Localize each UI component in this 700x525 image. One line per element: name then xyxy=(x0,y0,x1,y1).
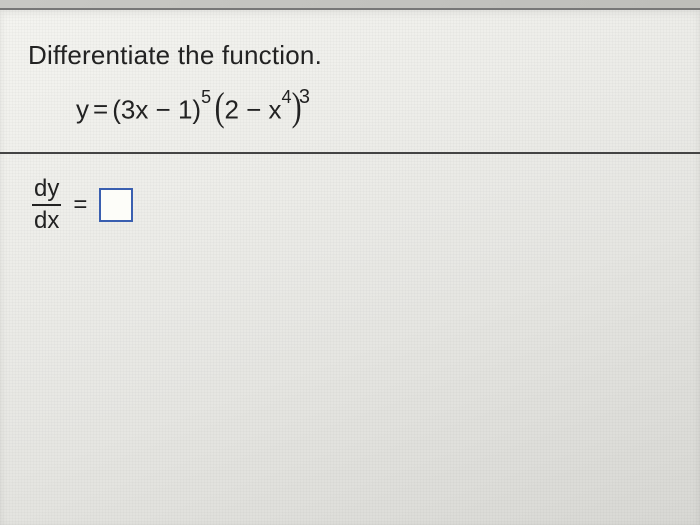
prompt-text: Differentiate the function. xyxy=(28,40,672,71)
equation: y = (3x − 1)5 (2 − x4)3 xyxy=(28,93,672,126)
answer-equals: = xyxy=(73,191,87,219)
content-area: Differentiate the function. y = (3x − 1)… xyxy=(0,10,700,264)
equation-lhs: y xyxy=(76,94,89,125)
factor2-inner-exp: 4 xyxy=(282,87,292,107)
factor1-close: ) xyxy=(192,95,201,125)
factor2: (2 − x4)3 xyxy=(215,93,310,126)
equation-equals: = xyxy=(93,94,108,125)
problem-panel: Differentiate the function. y = (3x − 1)… xyxy=(0,8,700,525)
factor1-inner: 3x − 1 xyxy=(121,95,193,125)
factor2-exp: 3 xyxy=(299,86,310,108)
factor1: (3x − 1)5 xyxy=(112,93,211,126)
factor2-open: ( xyxy=(215,95,225,119)
dy-dx-fraction: dy dx xyxy=(32,176,61,235)
factor1-open: ( xyxy=(112,95,121,125)
factor2-inner-a: 2 − x xyxy=(224,95,281,125)
factor1-exp: 5 xyxy=(201,87,211,107)
answer-input-box[interactable] xyxy=(99,188,133,222)
section-divider xyxy=(0,152,700,154)
answer-row: dy dx = xyxy=(28,176,672,235)
fraction-numerator: dy xyxy=(32,176,61,204)
fraction-denominator: dx xyxy=(32,206,61,234)
